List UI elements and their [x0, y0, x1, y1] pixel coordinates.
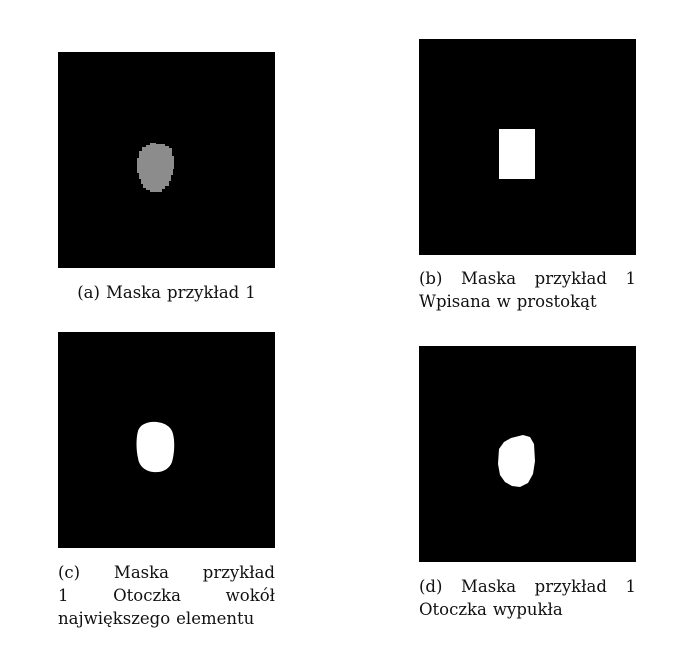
figure-a-caption: (a) Maska przykład 1: [58, 281, 275, 304]
caption-word: Maska: [461, 267, 516, 290]
caption-word: przykład: [167, 281, 239, 304]
caption-word: Otoczka: [419, 598, 487, 621]
caption-word: 1: [625, 575, 636, 598]
white-mask-rectangle: [499, 129, 535, 179]
white-mask-blob: [137, 422, 175, 472]
white-mask-convex-hull: [498, 435, 535, 487]
caption-line: Wpisana w prostokąt: [419, 290, 636, 313]
figure-d-caption: (d) Maska przykład 1 Otoczka wypukła: [419, 575, 636, 621]
figure-b-mask-svg: [419, 39, 636, 255]
caption-line: największego elementu: [58, 607, 275, 630]
figure-c-mask-svg: [58, 332, 275, 548]
caption-word: (a): [77, 281, 100, 304]
caption-line: (a) Maska przykład 1: [58, 281, 275, 304]
caption-word: 1: [625, 267, 636, 290]
caption-word: Otoczka: [113, 584, 181, 607]
figure-b-image: [419, 39, 636, 255]
caption-word: wokół: [226, 584, 275, 607]
caption-line: (b) Maska przykład 1: [419, 267, 636, 290]
caption-word: przykład: [535, 267, 607, 290]
figure-d-image: [419, 346, 636, 562]
caption-line: 1 Otoczka wokół: [58, 584, 275, 607]
figure-c-image: [58, 332, 275, 548]
caption-word: 1: [58, 584, 69, 607]
caption-word: Maska: [461, 575, 516, 598]
caption-word: przykład: [203, 561, 275, 584]
caption-word: przykład: [535, 575, 607, 598]
caption-word: Wpisana: [419, 290, 491, 313]
figure-a-image: [58, 52, 275, 268]
caption-word: elementu: [176, 607, 254, 630]
caption-word: (b): [419, 267, 442, 290]
caption-line: (d) Maska przykład 1: [419, 575, 636, 598]
caption-word: (d): [419, 575, 442, 598]
caption-word: w: [497, 290, 511, 313]
figure-c-caption: (c) Maska przykład 1 Otoczka wokół najwi…: [58, 561, 275, 630]
figure-d-mask-svg: [419, 346, 636, 562]
caption-word: wypukła: [493, 598, 563, 621]
caption-word: prostokąt: [517, 290, 597, 313]
caption-line: Otoczka wypukła: [419, 598, 636, 621]
caption-word: 1: [245, 281, 256, 304]
caption-word: największego: [58, 607, 170, 630]
figure-b-caption: (b) Maska przykład 1 Wpisana w prostokąt: [419, 267, 636, 313]
figure-a-mask-svg: [58, 52, 275, 268]
caption-word: (c): [58, 561, 80, 584]
caption-line: (c) Maska przykład: [58, 561, 275, 584]
gray-mask-blob: [137, 143, 174, 192]
caption-word: Maska: [106, 281, 161, 304]
caption-word: Maska: [114, 561, 169, 584]
